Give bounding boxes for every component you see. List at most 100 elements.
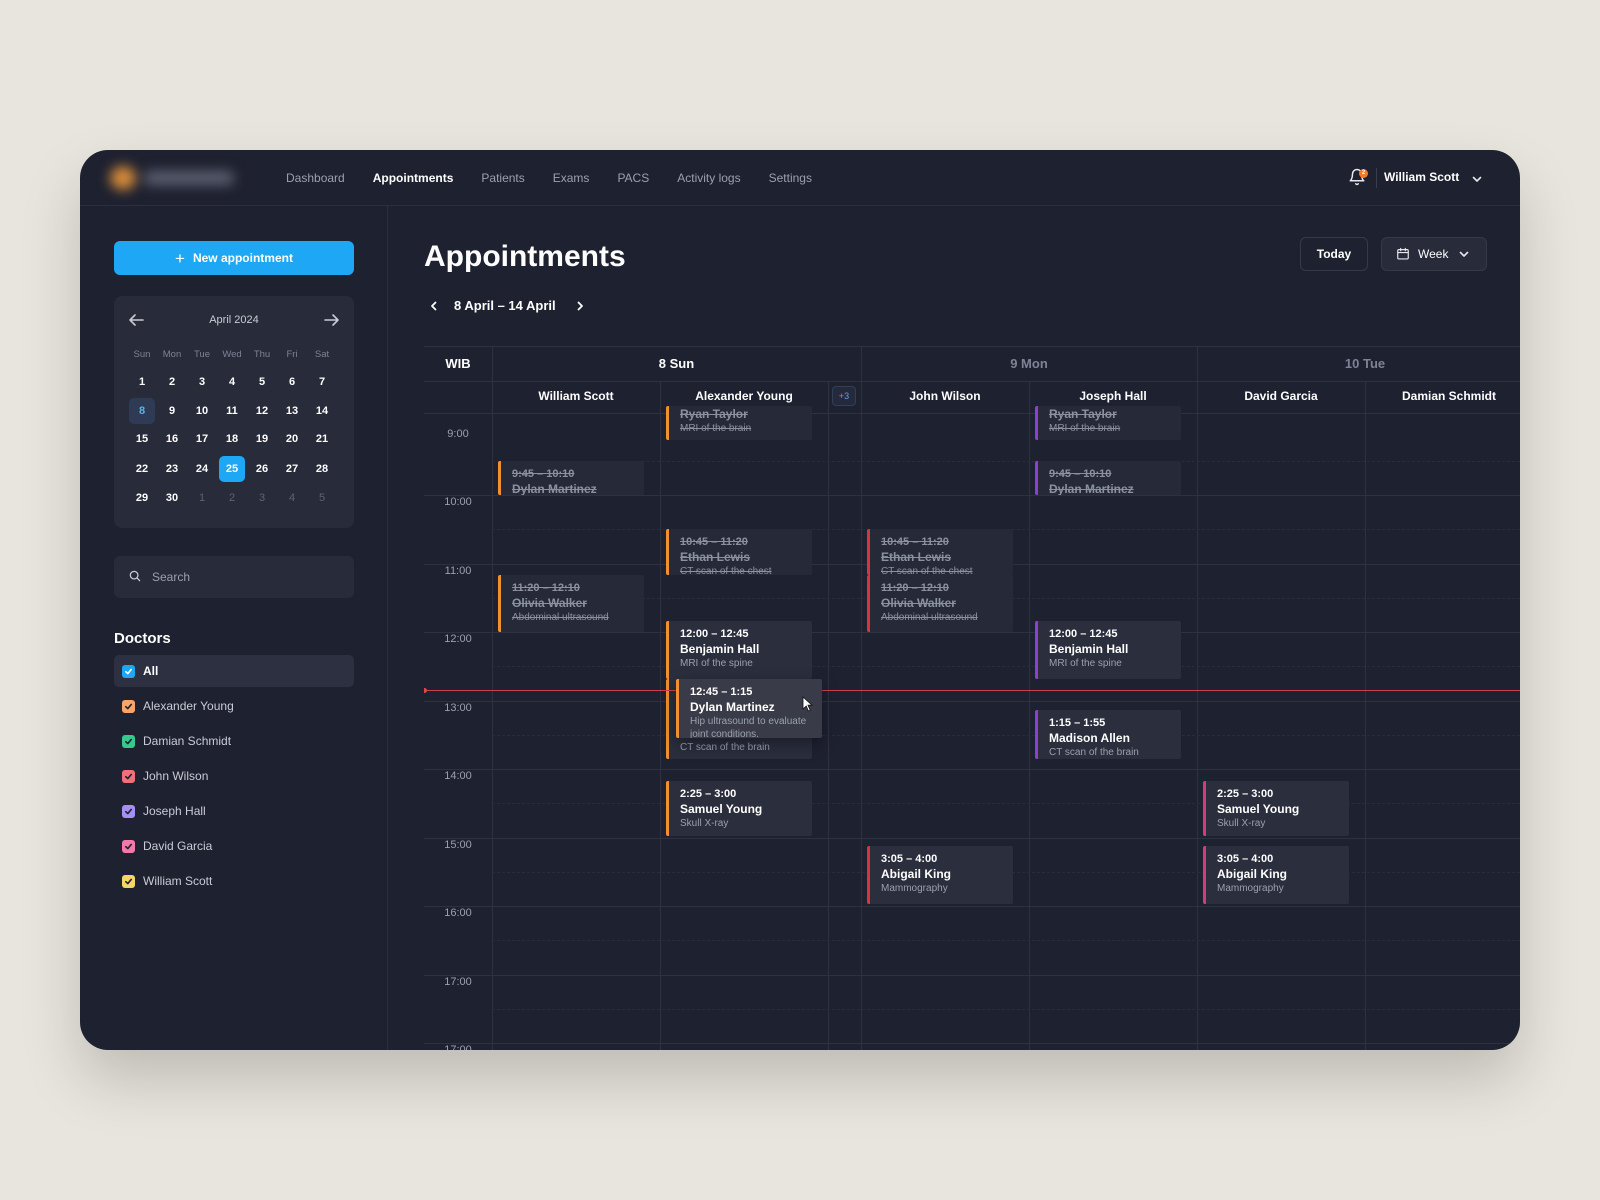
calendar-weekday: Tue bbox=[193, 349, 211, 360]
checkbox-checked-icon[interactable] bbox=[122, 734, 135, 748]
calendar-day[interactable]: 5 bbox=[258, 376, 266, 388]
calendar-day[interactable]: 5 bbox=[318, 492, 326, 504]
calendar-day[interactable]: 18 bbox=[225, 433, 239, 445]
calendar-day[interactable]: 23 bbox=[165, 463, 179, 475]
calendar-day[interactable]: 22 bbox=[135, 463, 149, 475]
appointment-card[interactable]: 12:00 – 12:45 Benjamin Hall MRI of the spi… bbox=[666, 620, 812, 679]
chevron-right-icon[interactable] bbox=[570, 296, 590, 316]
doctor-filter-william-scott[interactable]: William Scott bbox=[114, 865, 354, 897]
doctor-filter-alexander-young[interactable]: Alexander Young bbox=[114, 690, 354, 722]
appointment-card[interactable]: 10:45 – 11:20 Ethan Lewis CT scan of the c… bbox=[867, 529, 1013, 576]
appointment-card[interactable]: Ryan Taylor MRI of the brain bbox=[666, 405, 812, 440]
search-input[interactable] bbox=[152, 556, 342, 598]
notification-bell-icon[interactable]: 2 bbox=[1348, 168, 1368, 188]
doctor-filter-david-garcia[interactable]: David Garcia bbox=[114, 830, 354, 862]
calendar-day[interactable]: 13 bbox=[285, 405, 299, 417]
day-header[interactable]: 9 Mon bbox=[1010, 356, 1048, 371]
calendar-day[interactable]: 2 bbox=[168, 376, 176, 388]
time-label: 17:00 bbox=[444, 975, 472, 988]
appointment-card[interactable]: 10:45 – 11:20 Ethan Lewis CT scan of the c… bbox=[666, 529, 812, 576]
appointment-exam: MRI of the brain bbox=[1049, 422, 1121, 434]
checkbox-checked-icon[interactable] bbox=[122, 839, 135, 853]
new-appointment-button[interactable]: + New appointment bbox=[114, 241, 354, 275]
nav-item-activity-logs[interactable]: Activity logs bbox=[677, 171, 741, 185]
appointment-patient: Abigail King bbox=[881, 866, 951, 881]
doctor-column-header: William Scott bbox=[538, 389, 614, 403]
doctor-filter-john-wilson[interactable]: John Wilson bbox=[114, 760, 354, 792]
nav-item-patients[interactable]: Patients bbox=[481, 171, 525, 185]
calendar-day[interactable]: 6 bbox=[288, 376, 296, 388]
calendar-day[interactable]: 7 bbox=[318, 376, 326, 388]
calendar-day[interactable]: 28 bbox=[315, 463, 329, 475]
calendar-day[interactable]: 14 bbox=[315, 405, 329, 417]
nav-item-pacs[interactable]: PACS bbox=[617, 171, 650, 185]
chevron-left-icon[interactable] bbox=[424, 296, 444, 316]
doctor-filter-joseph-hall[interactable]: Joseph Hall bbox=[114, 795, 354, 827]
calendar-day[interactable]: 9 bbox=[168, 405, 176, 417]
arrow-right-icon[interactable] bbox=[322, 310, 342, 330]
nav-item-exams[interactable]: Exams bbox=[552, 171, 590, 185]
doctor-label: All bbox=[143, 664, 159, 678]
appointment-card[interactable]: 11:20 – 12:10 Olivia Walker Abdominal ultr… bbox=[498, 575, 644, 633]
calendar-day[interactable]: 1 bbox=[138, 376, 146, 388]
calendar-day[interactable]: 19 bbox=[255, 433, 269, 445]
calendar-day[interactable]: 17 bbox=[195, 433, 209, 445]
appointment-card[interactable]: 12:00 – 12:45 Benjamin Hall MRI of the spi… bbox=[1035, 620, 1181, 679]
calendar-day[interactable]: 3 bbox=[198, 376, 206, 388]
day-header[interactable]: 10 Tue bbox=[1344, 356, 1386, 371]
calendar-day[interactable]: 3 bbox=[258, 492, 266, 504]
calendar-day[interactable]: 26 bbox=[255, 463, 269, 475]
sidebar: + New appointment April 2024 Sun Mon Tue Wed… bbox=[80, 206, 388, 1050]
calendar-day[interactable]: 11 bbox=[226, 405, 238, 417]
appointment-card[interactable]: 1:15 – 1:55 Madison Allen CT scan of the b… bbox=[1035, 709, 1181, 759]
appointment-card[interactable]: 11:20 – 12:10 Olivia Walker Abdominal ultr… bbox=[867, 575, 1013, 633]
calendar-day[interactable]: 29 bbox=[135, 492, 149, 504]
checkbox-checked-icon[interactable] bbox=[122, 874, 135, 888]
calendar-day[interactable]: 24 bbox=[195, 463, 209, 475]
checkbox-checked-icon[interactable] bbox=[122, 699, 135, 713]
appointment-card[interactable]: 12:45 – 1:15 Dylan Martinez Hip ultrasound… bbox=[676, 678, 822, 739]
calendar-day[interactable]: 16 bbox=[165, 433, 179, 445]
arrow-left-icon[interactable] bbox=[126, 310, 146, 330]
calendar-day[interactable]: 21 bbox=[315, 433, 329, 445]
more-doctors-badge[interactable]: +3 bbox=[832, 386, 856, 406]
nav-item-dashboard[interactable]: Dashboard bbox=[286, 171, 345, 185]
nav-item-settings[interactable]: Settings bbox=[768, 171, 812, 185]
appointment-card[interactable]: 3:05 – 4:00 Abigail King Mammography bbox=[1203, 845, 1349, 905]
user-name[interactable]: William Scott bbox=[1384, 170, 1460, 184]
calendar-day[interactable]: 15 bbox=[135, 433, 149, 445]
grid-line bbox=[492, 347, 493, 1050]
view-selector[interactable]: Week bbox=[1381, 237, 1487, 271]
appointment-patient: Ryan Taylor bbox=[680, 406, 748, 421]
calendar-day[interactable]: 4 bbox=[288, 492, 296, 504]
logo[interactable] bbox=[110, 164, 238, 192]
appointment-patient: Dylan Martinez bbox=[690, 699, 775, 714]
calendar-day[interactable]: 1 bbox=[198, 492, 206, 504]
nav-item-appointments[interactable]: Appointments bbox=[372, 171, 454, 185]
calendar-day[interactable]: 30 bbox=[165, 492, 179, 504]
grid-line bbox=[861, 347, 862, 1050]
appointment-card[interactable]: Ryan Taylor MRI of the brain bbox=[1035, 405, 1181, 440]
calendar-day[interactable]: 2 bbox=[228, 492, 236, 504]
appointment-card[interactable]: 2:25 – 3:00 Samuel Young Skull X-ray bbox=[666, 780, 812, 836]
calendar-day[interactable]: 4 bbox=[228, 376, 236, 388]
today-button[interactable]: Today bbox=[1300, 237, 1368, 271]
calendar-day[interactable]: 10 bbox=[195, 405, 209, 417]
appointment-card[interactable]: 3:05 – 4:00 Abigail King Mammography bbox=[867, 845, 1013, 905]
doctor-filter-damian-schmidt[interactable]: Damian Schmidt bbox=[114, 725, 354, 757]
doctor-column-header: Joseph Hall bbox=[1079, 389, 1147, 403]
chevron-down-icon[interactable] bbox=[1471, 172, 1483, 184]
calendar-day[interactable]: 8 bbox=[129, 398, 155, 424]
calendar-day[interactable]: 25 bbox=[219, 456, 245, 482]
checkbox-checked-icon[interactable] bbox=[122, 769, 135, 783]
checkbox-checked-icon[interactable] bbox=[122, 664, 135, 678]
doctor-filter-all[interactable]: All bbox=[114, 655, 354, 687]
calendar-day[interactable]: 27 bbox=[285, 463, 299, 475]
checkbox-checked-icon[interactable] bbox=[122, 804, 135, 818]
calendar-day[interactable]: 20 bbox=[285, 433, 299, 445]
day-header[interactable]: 8 Sun bbox=[658, 356, 695, 371]
appointment-card[interactable]: 2:25 – 3:00 Samuel Young Skull X-ray bbox=[1203, 780, 1349, 836]
calendar-day[interactable]: 12 bbox=[255, 405, 269, 417]
